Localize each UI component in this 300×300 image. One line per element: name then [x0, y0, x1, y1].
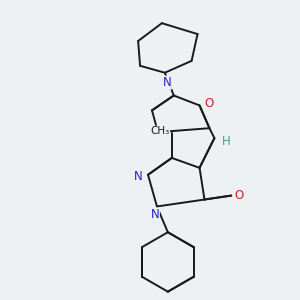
Text: N: N	[134, 170, 142, 183]
Text: N: N	[163, 76, 171, 89]
Text: O: O	[235, 189, 244, 202]
Text: O: O	[205, 97, 214, 110]
Text: N: N	[151, 208, 159, 221]
Text: CH₃: CH₃	[150, 126, 170, 136]
Text: H: H	[222, 135, 231, 148]
